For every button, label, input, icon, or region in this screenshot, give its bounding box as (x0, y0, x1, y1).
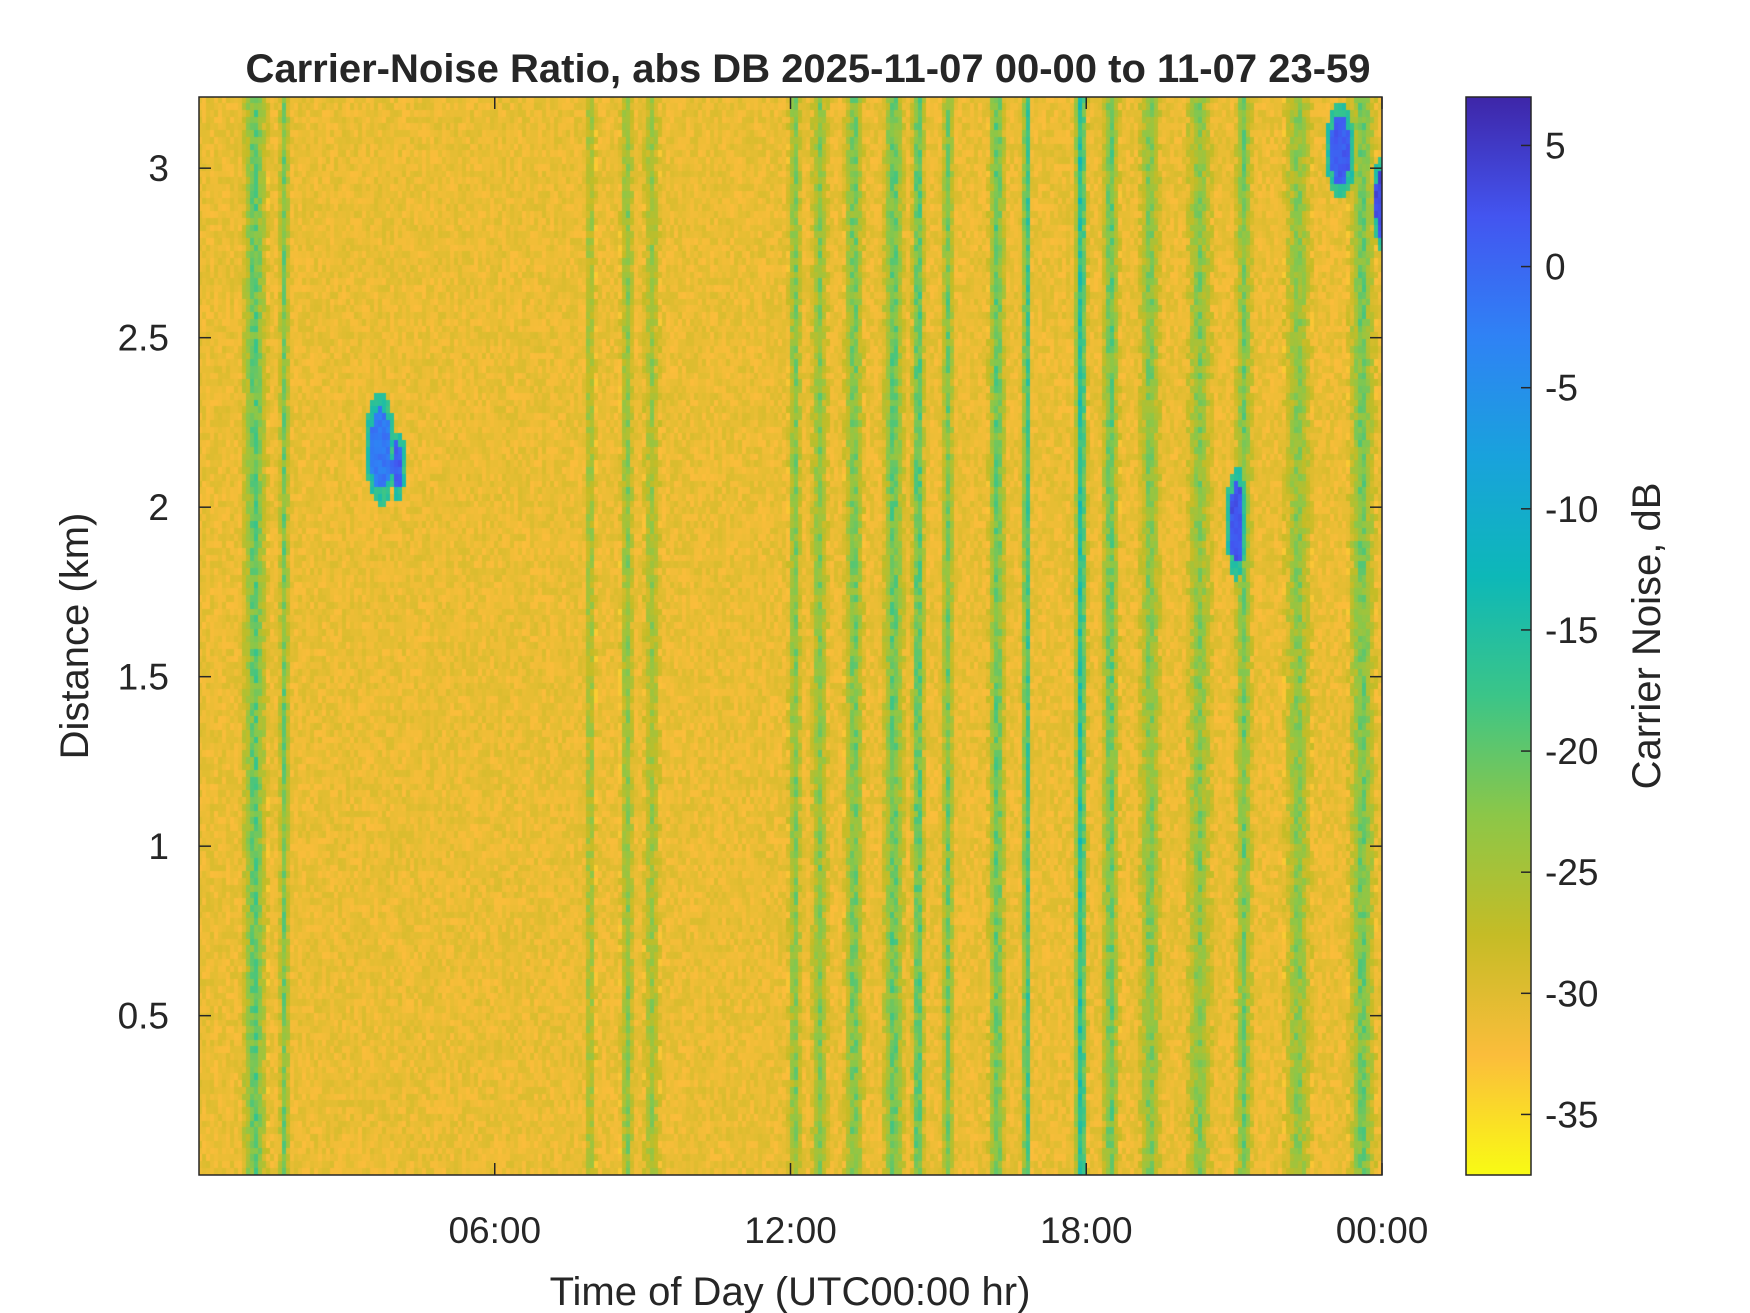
colorbar-tick-label: -25 (1545, 852, 1598, 893)
colorbar-tick-label: 5 (1545, 125, 1566, 166)
y-tick-label: 2 (148, 487, 169, 528)
y-tick-label: 3 (148, 148, 169, 189)
y-tick-label: 0.5 (118, 996, 169, 1037)
x-axis-label: Time of Day (UTC00:00 hr) (550, 1270, 1031, 1313)
colorbar-tick-label: -10 (1545, 489, 1598, 530)
colorbar-tick-label: -20 (1545, 731, 1598, 772)
colorbar-tick-label: -15 (1545, 610, 1598, 651)
y-tick-label: 1 (148, 826, 169, 867)
y-tick-label: 2.5 (118, 318, 169, 359)
colorbar-tick-label: -30 (1545, 973, 1598, 1014)
colorbar-tick-label: -5 (1545, 368, 1578, 409)
colorbar-ticks: 5 0 -5 -10 -15 -20 -25 -30 -35 (1521, 125, 1598, 1135)
x-tick-label: 12:00 (744, 1210, 837, 1251)
chart-title: Carrier-Noise Ratio, abs DB 2025-11-07 0… (245, 47, 1370, 91)
x-tick-label: 06:00 (448, 1210, 541, 1251)
y-axis-ticks: 0.5 1 1.5 2 2.5 3 (118, 148, 1382, 1037)
colorbar (1465, 96, 1532, 1176)
heatmap-plot (199, 97, 1382, 1175)
colorbar-label: Carrier Noise, dB (1625, 483, 1669, 790)
colorbar-tick-label: 0 (1545, 247, 1566, 288)
x-axis-ticks: 06:00 12:00 18:00 00:00 (448, 97, 1428, 1251)
x-tick-label: 18:00 (1040, 1210, 1133, 1251)
y-tick-label: 1.5 (118, 657, 169, 698)
x-tick-label: 00:00 (1336, 1210, 1429, 1251)
y-axis-label: Distance (km) (53, 513, 97, 760)
colorbar-tick-label: -35 (1545, 1094, 1598, 1135)
